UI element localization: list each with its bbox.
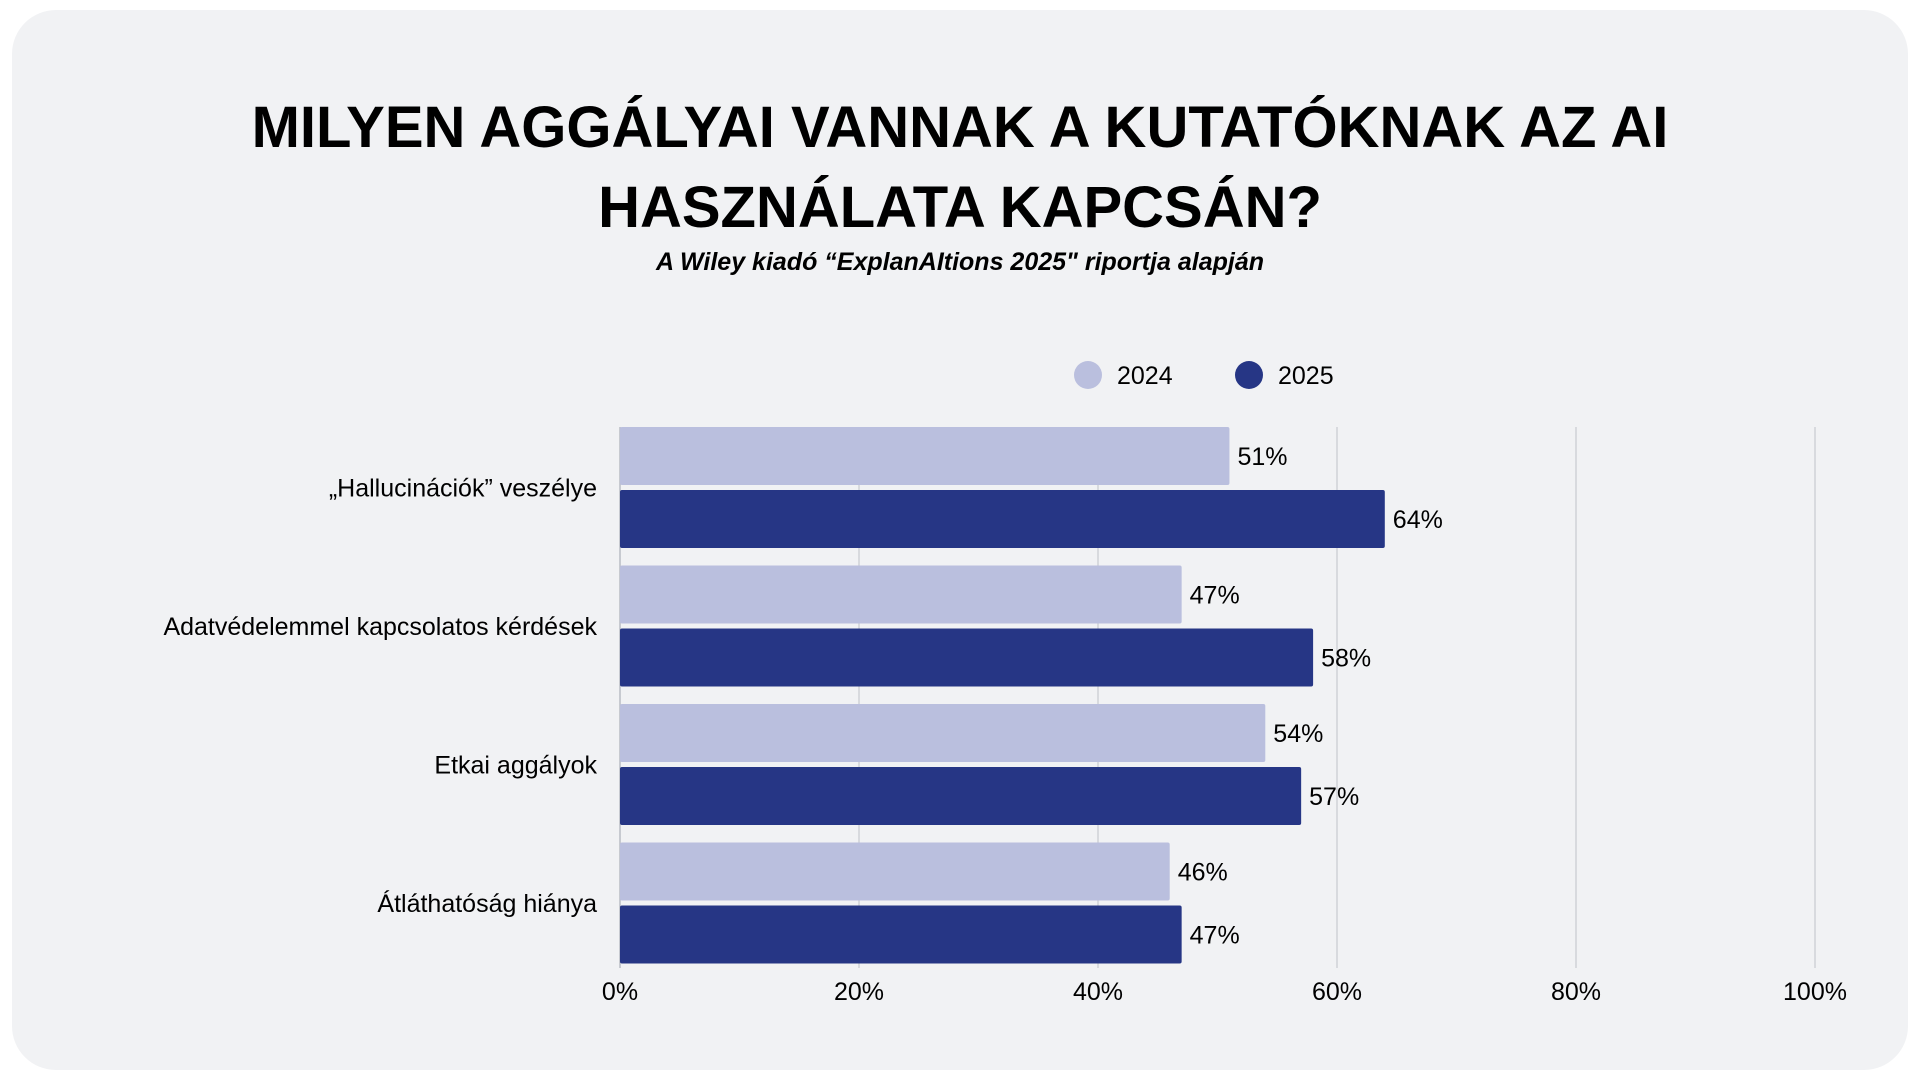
category-label: „Hallucinációk” veszélye: [329, 475, 597, 503]
bar: [620, 490, 1385, 548]
data-label: 58%: [1321, 645, 1371, 673]
x-tick-label: 20%: [834, 978, 884, 1006]
bar: [620, 427, 1230, 485]
legend-label: 2025: [1278, 362, 1334, 390]
chart-subtitle: A Wiley kiadó “ExplanAItions 2025" ripor…: [655, 248, 1265, 276]
category-label: Etkai aggályok: [434, 752, 597, 780]
bar: [620, 905, 1182, 964]
chart-title: MILYEN AGGÁLYAI VANNAK A KUTATÓKNAK AZ A…: [0, 88, 1920, 248]
data-label: 57%: [1309, 783, 1359, 811]
x-tick-label: 40%: [1073, 978, 1123, 1006]
data-label: 47%: [1190, 922, 1240, 950]
category-label: Adatvédelemmel kapcsolatos kérdések: [163, 613, 597, 641]
chart-title-line-2: HASZNÁLATA KAPCSÁN?: [598, 175, 1322, 240]
bar: [620, 767, 1302, 825]
x-tick-label: 100%: [1783, 978, 1847, 1006]
bar: [620, 628, 1314, 687]
category-label: Átláthatóság hiánya: [377, 889, 597, 918]
legend-marker: [1074, 361, 1102, 389]
data-label: 46%: [1178, 859, 1228, 887]
data-label: 47%: [1190, 582, 1240, 610]
bar: [620, 842, 1170, 901]
legend-marker: [1235, 361, 1263, 389]
bar: [620, 704, 1266, 762]
x-tick-label: 80%: [1551, 978, 1601, 1006]
x-tick-label: 60%: [1312, 978, 1362, 1006]
data-label: 64%: [1393, 506, 1443, 534]
data-label: 51%: [1237, 443, 1287, 471]
data-label: 54%: [1273, 720, 1323, 748]
bar: [620, 565, 1182, 624]
legend-label: 2024: [1117, 362, 1173, 390]
x-tick-label: 0%: [602, 978, 638, 1006]
chart-title-line-1: MILYEN AGGÁLYAI VANNAK A KUTATÓKNAK AZ A…: [251, 95, 1669, 160]
